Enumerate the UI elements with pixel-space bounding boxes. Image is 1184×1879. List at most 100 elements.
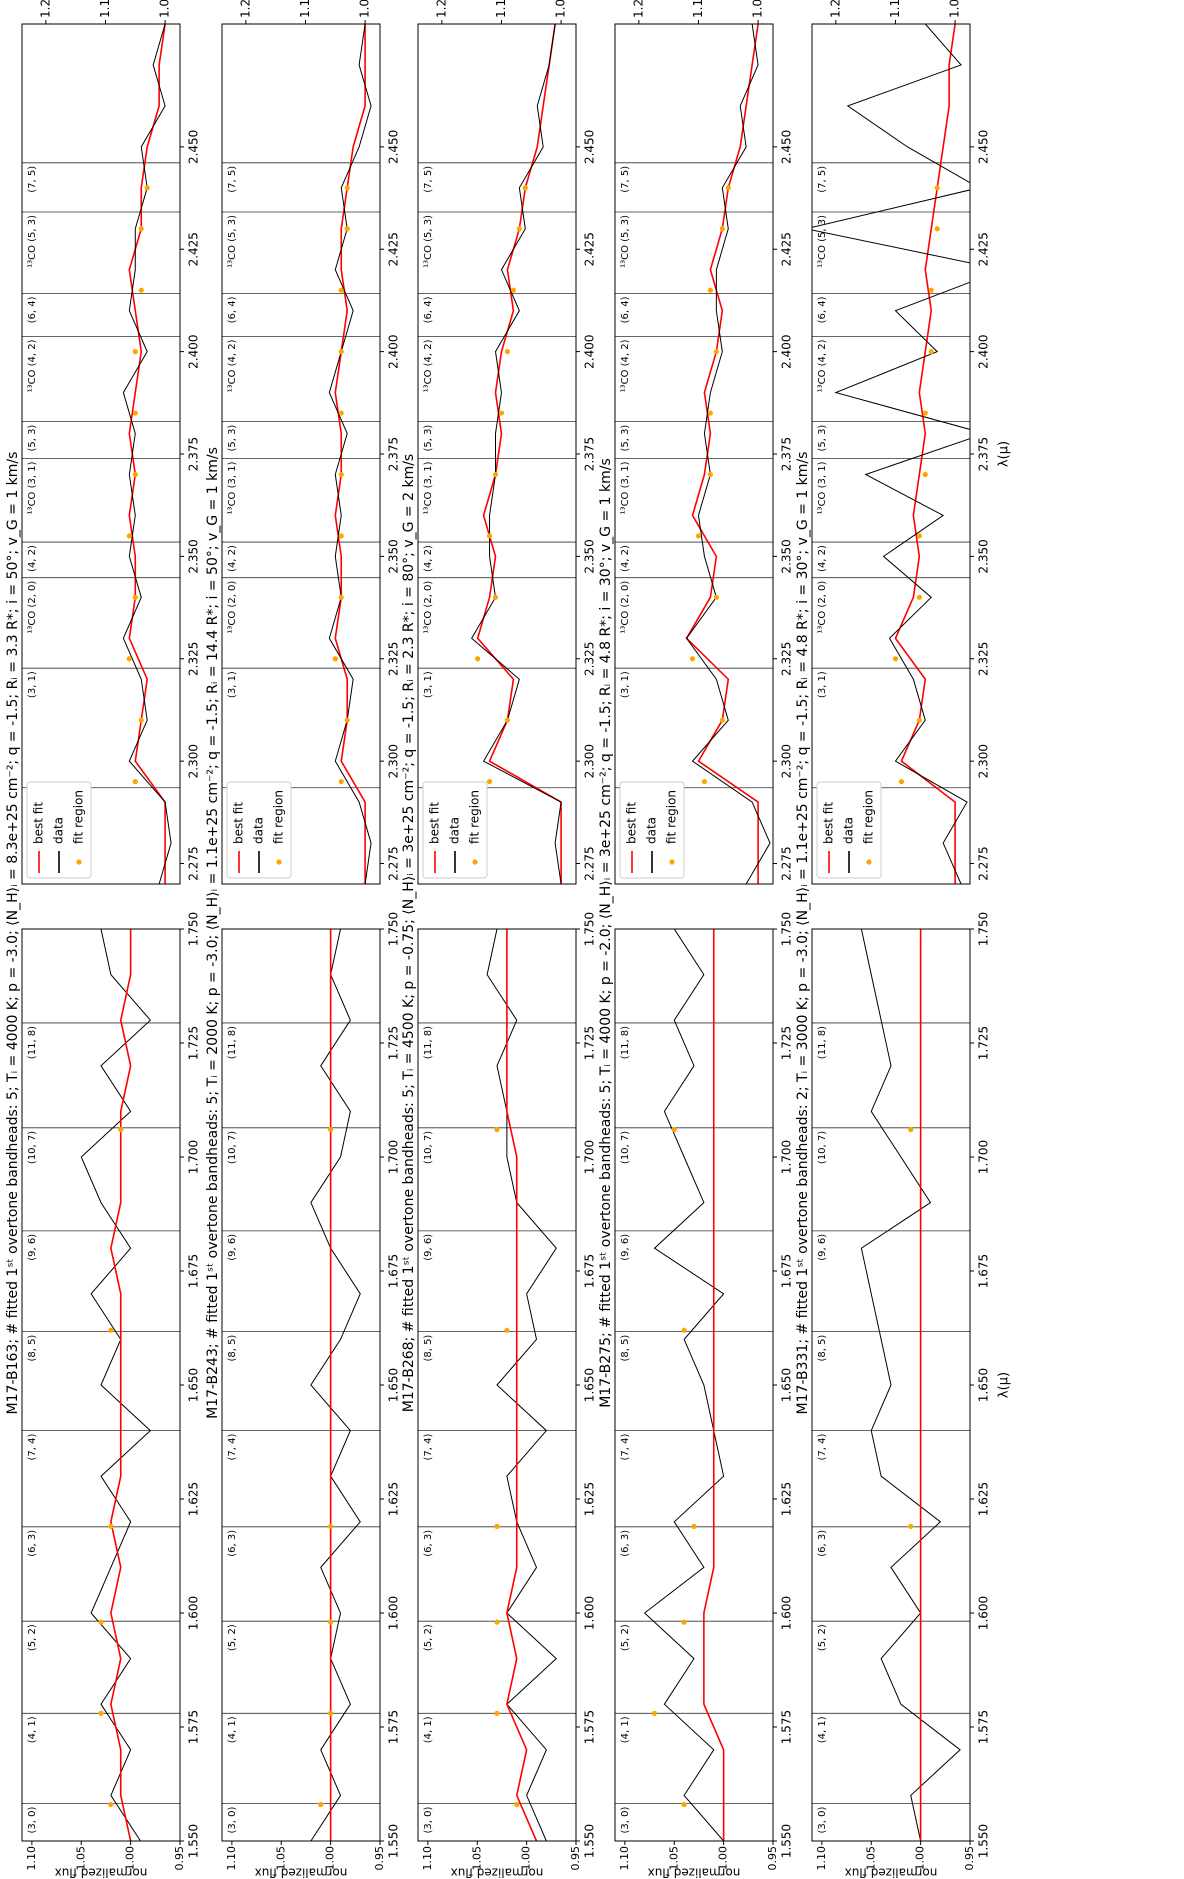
fit-region-point (338, 594, 344, 600)
y-axis-label: normalized flux (648, 1866, 741, 1879)
fit-region-point (132, 471, 138, 478)
bandhead-label: ¹³CO (5, 3) (423, 215, 434, 268)
y-tick-label: 1.00 (124, 1846, 137, 1871)
data-line (860, 929, 961, 1841)
bandhead-label: (11, 8) (620, 1026, 631, 1059)
legend-label: data (52, 817, 66, 844)
plot-area (486, 929, 557, 1841)
fit-region-point (318, 1801, 324, 1808)
plot-area (471, 24, 562, 884)
y2-tick-label: 1.1 (98, 0, 112, 18)
y2-tick-label: 1.2 (828, 0, 842, 18)
panel-frame (417, 928, 577, 1842)
legend-marker (472, 859, 478, 865)
panel-frame (811, 23, 971, 885)
x-tick-label: 2.375 (780, 437, 794, 471)
x-tick-label: 2.275 (187, 846, 201, 880)
y2-tick-label: 1.2 (434, 0, 448, 18)
x-tick-label: 1.650 (583, 1368, 597, 1402)
x-tick-label: 2.325 (583, 642, 597, 676)
fit-region-point (916, 533, 922, 539)
bandhead-label: (6, 4) (817, 296, 828, 323)
legend-label: fit region (665, 790, 679, 844)
x-tick-label: 1.750 (780, 912, 794, 946)
bandhead-label: (3, 1) (817, 671, 828, 698)
bandhead-label: (4, 2) (227, 545, 238, 572)
fit-region-point (132, 410, 138, 416)
x-tick-label: 2.400 (187, 334, 201, 368)
y2-tick-label: 1.1 (494, 0, 508, 18)
fit-region-point (138, 717, 144, 723)
bandhead-label: (6, 4) (27, 296, 38, 323)
bandhead-label: (4, 1) (423, 1716, 434, 1743)
x-tick-label: 1.575 (187, 1710, 201, 1744)
panel-frame (417, 23, 577, 885)
x-tick-label: 1.550 (187, 1824, 201, 1858)
bandhead-label: (3, 0) (27, 1807, 38, 1834)
fit-region-point (332, 656, 338, 662)
x-tick-label: 2.375 (387, 437, 401, 471)
fit-region-point (916, 594, 922, 600)
x-tick-label: 2.400 (583, 334, 597, 368)
x-tick-label: 1.700 (187, 1140, 201, 1174)
row-title: M17-B243; # fitted 1ˢᵗ overtone bandhead… (205, 447, 221, 1419)
data-line (486, 929, 557, 1841)
x-tick-label: 1.625 (387, 1482, 401, 1516)
bandhead-label: (6, 4) (620, 296, 631, 323)
plot-area (643, 929, 725, 1841)
x-tick-label: 1.625 (977, 1482, 991, 1516)
panel-frame (221, 928, 381, 1842)
fit-region-point (908, 1127, 914, 1133)
fit-region-point (707, 287, 713, 293)
plot-area (310, 929, 361, 1841)
panel-frame (21, 23, 181, 885)
bandhead-label: (5, 2) (620, 1624, 631, 1651)
legend: best fit data fit region (26, 781, 92, 879)
fit-region-point (689, 656, 696, 662)
legend-label: data (645, 817, 659, 844)
x-tick-label: 2.275 (977, 846, 991, 880)
y-tick-label: 1.00 (914, 1846, 927, 1871)
panel: (3, 0) (4, 1) (5, 2) (6, 3) (7, 4) (8, 5) (9, … (811, 912, 1012, 1879)
panel: (3, 0) (4, 1) (5, 2) (6, 3) (7, 4) (8, 5) (9, … (614, 912, 794, 1879)
x-tick-label: 1.750 (583, 912, 597, 946)
fit-region-point (719, 226, 725, 232)
fit-region-point (108, 1523, 114, 1529)
x-tick-label: 2.300 (387, 744, 401, 778)
fit-region-point (898, 779, 905, 785)
fit-region-point (328, 1523, 334, 1529)
y2-tick-label: 1.0 (158, 0, 172, 18)
y2-tick-label: 1.2 (38, 0, 52, 18)
bandhead-label: (10, 7) (620, 1131, 631, 1164)
data-line (328, 24, 372, 884)
bandhead-label: (9, 6) (27, 1234, 38, 1261)
x-tick-label: 2.425 (780, 232, 794, 266)
panel-frame (614, 23, 774, 885)
bandhead-label: ¹³CO (2, 0) (423, 581, 434, 634)
fit-region-point (928, 287, 934, 293)
fit-region-point (707, 471, 713, 478)
y-tick-label: 1.10 (225, 1846, 238, 1871)
bandhead-label: (6, 3) (27, 1530, 38, 1557)
fit-line (476, 24, 562, 884)
x-tick-label: 1.675 (387, 1254, 401, 1288)
data-line (812, 24, 970, 884)
x-tick-label: 1.650 (387, 1368, 401, 1402)
bandhead-label: ¹³CO (4, 2) (620, 339, 631, 392)
fit-region-point (651, 1710, 658, 1716)
bandhead-label: ¹³CO (4, 2) (817, 339, 828, 392)
fit-region-point (108, 1327, 114, 1333)
legend-label: fit region (862, 790, 876, 844)
fit-region-point (514, 1801, 520, 1808)
fit-region-point (516, 226, 522, 232)
bandhead-label: (5, 3) (423, 425, 434, 452)
legend-label: best fit (232, 802, 246, 844)
y2-tick-label: 1.1 (691, 0, 705, 18)
fit-region-point (934, 226, 940, 232)
panel: (2, 0)(3, 1)¹³CO (2, 0)(4, 2)¹³CO (3, 1)… (221, 0, 401, 885)
bandhead-label: (3, 0) (423, 1807, 434, 1834)
y-tick-label: 0.95 (569, 1846, 582, 1871)
bandhead-label: (7, 4) (27, 1434, 38, 1461)
y-tick-label: 1.00 (324, 1846, 337, 1871)
x-tick-label: 2.350 (780, 539, 794, 573)
